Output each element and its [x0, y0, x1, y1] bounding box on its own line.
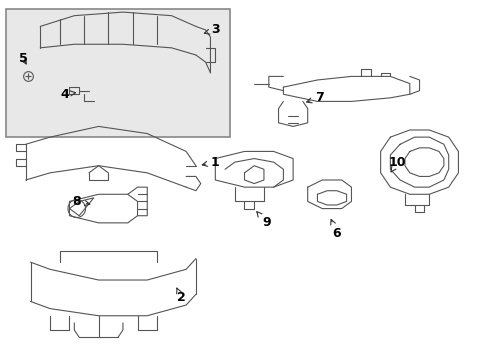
Text: 9: 9 — [256, 212, 270, 229]
Text: 5: 5 — [19, 52, 28, 65]
Text: 3: 3 — [204, 23, 219, 36]
Text: 7: 7 — [306, 91, 324, 104]
Text: 2: 2 — [176, 288, 185, 305]
FancyBboxPatch shape — [6, 9, 229, 137]
Text: 6: 6 — [330, 220, 341, 240]
Text: 8: 8 — [72, 195, 90, 208]
Text: 4: 4 — [60, 88, 75, 101]
Text: 1: 1 — [202, 156, 219, 168]
Text: 10: 10 — [388, 156, 406, 172]
